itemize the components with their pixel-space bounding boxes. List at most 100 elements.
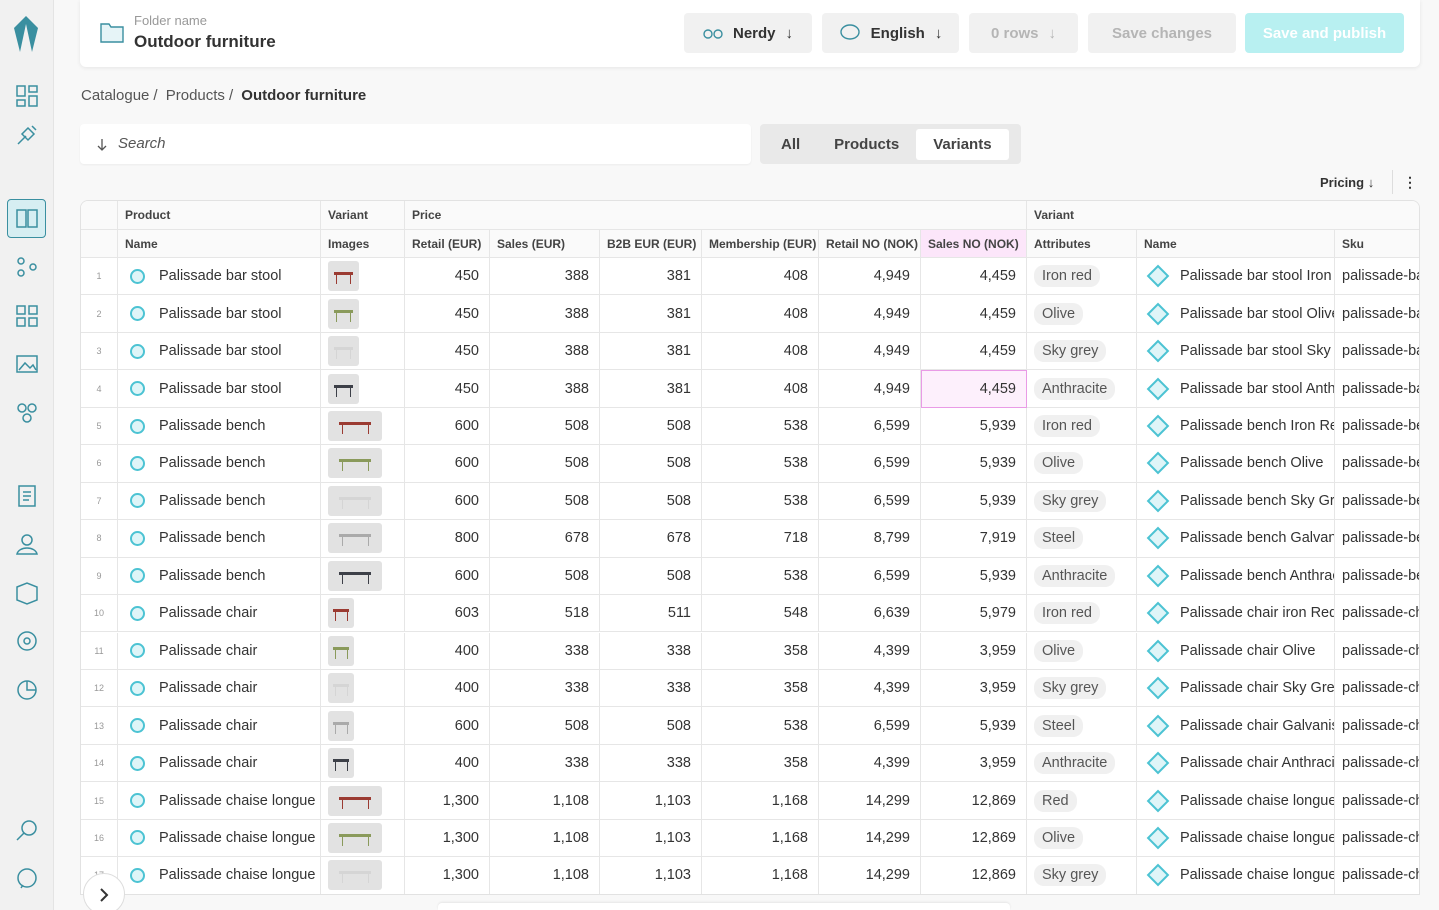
column-header[interactable]: Attributes	[1027, 230, 1137, 258]
price-cell[interactable]: 4,459	[921, 258, 1027, 295]
price-cell[interactable]: 400	[405, 670, 490, 707]
img-cell[interactable]	[321, 445, 405, 482]
vname-cell[interactable]: Palissade bench Iron Re	[1137, 408, 1335, 445]
dashboard-icon[interactable]	[14, 83, 40, 109]
img-cell[interactable]	[321, 782, 405, 819]
price-cell[interactable]: 4,949	[819, 295, 921, 332]
text-cell[interactable]: palissade-ch	[1335, 595, 1420, 632]
text-cell[interactable]: palissade-ba	[1335, 370, 1420, 407]
chip-cell[interactable]: Iron red	[1027, 595, 1137, 632]
price-cell[interactable]: 388	[490, 295, 600, 332]
price-cell[interactable]: 388	[490, 258, 600, 295]
price-cell[interactable]: 408	[702, 258, 819, 295]
catalogue-icon[interactable]	[14, 205, 40, 231]
price-cell[interactable]: 4,459	[921, 370, 1027, 407]
name-cell[interactable]: Palissade chair	[118, 745, 321, 782]
name-cell[interactable]: Palissade chair	[118, 707, 321, 744]
text-cell[interactable]: palissade-ch	[1335, 857, 1420, 894]
more-menu[interactable]: ⋮	[1403, 174, 1417, 191]
price-cell[interactable]: 548	[702, 595, 819, 632]
text-cell[interactable]: palissade-be	[1335, 483, 1420, 520]
img-cell[interactable]	[321, 483, 405, 520]
price-cell[interactable]: 6,599	[819, 445, 921, 482]
price-cell[interactable]: 388	[490, 333, 600, 370]
price-cell[interactable]: 4,459	[921, 295, 1027, 332]
price-cell[interactable]: 408	[702, 370, 819, 407]
column-header[interactable]: Retail NO (NOK)	[819, 230, 921, 258]
vname-cell[interactable]: Palissade bench Galvani	[1137, 520, 1335, 557]
price-cell[interactable]: 358	[702, 745, 819, 782]
price-cell[interactable]: 338	[490, 745, 600, 782]
price-cell[interactable]: 408	[702, 295, 819, 332]
text-cell[interactable]: palissade-be	[1335, 558, 1420, 595]
price-cell[interactable]: 388	[490, 370, 600, 407]
tab[interactable]: Variants	[916, 129, 1008, 160]
shapes-icon[interactable]	[14, 254, 40, 280]
price-cell[interactable]: 600	[405, 483, 490, 520]
vname-cell[interactable]: Palissade bar stool Anth	[1137, 370, 1335, 407]
vname-cell[interactable]: Palissade chaise longue	[1137, 820, 1335, 857]
price-cell[interactable]: 450	[405, 295, 490, 332]
price-cell[interactable]: 1,103	[600, 782, 702, 819]
price-cell[interactable]: 508	[600, 483, 702, 520]
price-cell[interactable]: 1,168	[702, 820, 819, 857]
price-cell[interactable]: 381	[600, 333, 702, 370]
chip-cell[interactable]: Anthracite	[1027, 370, 1137, 407]
text-cell[interactable]: palissade-ch	[1335, 633, 1420, 670]
price-cell[interactable]: 508	[600, 408, 702, 445]
text-cell[interactable]: palissade-ch	[1335, 707, 1420, 744]
name-cell[interactable]: Palissade bench	[118, 483, 321, 520]
price-cell[interactable]: 400	[405, 745, 490, 782]
name-cell[interactable]: Palissade chaise longue	[118, 782, 321, 819]
media-icon[interactable]	[14, 351, 40, 377]
column-header[interactable]: Name	[118, 230, 321, 258]
name-cell[interactable]: Palissade bar stool	[118, 258, 321, 295]
vname-cell[interactable]: Palissade chair Galvanis	[1137, 707, 1335, 744]
price-cell[interactable]: 718	[702, 520, 819, 557]
usage-icon[interactable]	[14, 677, 40, 703]
price-cell[interactable]: 6,599	[819, 483, 921, 520]
chip-cell[interactable]: Olive	[1027, 820, 1137, 857]
img-cell[interactable]	[321, 595, 405, 632]
price-cell[interactable]: 1,168	[702, 782, 819, 819]
price-cell[interactable]: 338	[600, 633, 702, 670]
chip-cell[interactable]: Iron red	[1027, 258, 1137, 295]
name-cell[interactable]: Palissade bar stool	[118, 370, 321, 407]
rows-button[interactable]: 0 rows↓	[969, 13, 1078, 53]
price-cell[interactable]: 4,399	[819, 633, 921, 670]
price-cell[interactable]: 12,869	[921, 820, 1027, 857]
price-cell[interactable]: 4,949	[819, 370, 921, 407]
name-cell[interactable]: Palissade chair	[118, 595, 321, 632]
text-cell[interactable]: palissade-be	[1335, 408, 1420, 445]
publish-button[interactable]: Save and publish	[1245, 13, 1404, 53]
price-cell[interactable]: 12,869	[921, 857, 1027, 894]
price-cell[interactable]: 8,799	[819, 520, 921, 557]
price-cell[interactable]: 6,599	[819, 707, 921, 744]
vname-cell[interactable]: Palissade bar stool Iron	[1137, 258, 1335, 295]
chip-cell[interactable]: Anthracite	[1027, 558, 1137, 595]
crumb[interactable]: Catalogue	[81, 87, 149, 104]
price-cell[interactable]: 1,300	[405, 857, 490, 894]
price-cell[interactable]: 1,103	[600, 857, 702, 894]
vname-cell[interactable]: Palissade chair Anthraci	[1137, 745, 1335, 782]
price-cell[interactable]: 5,939	[921, 558, 1027, 595]
scrollbar[interactable]	[438, 903, 1010, 910]
orders-icon[interactable]	[14, 483, 40, 509]
column-header[interactable]: Sales (EUR)	[490, 230, 600, 258]
name-cell[interactable]: Palissade bar stool	[118, 333, 321, 370]
img-cell[interactable]	[321, 633, 405, 670]
price-cell[interactable]: 338	[600, 670, 702, 707]
price-cell[interactable]: 450	[405, 370, 490, 407]
chip-cell[interactable]: Olive	[1027, 295, 1137, 332]
tab[interactable]: Products	[817, 129, 916, 160]
price-cell[interactable]: 5,979	[921, 595, 1027, 632]
price-cell[interactable]: 511	[600, 595, 702, 632]
price-cell[interactable]: 538	[702, 445, 819, 482]
column-header[interactable]: B2B EUR (EUR)	[600, 230, 702, 258]
price-cell[interactable]: 4,949	[819, 258, 921, 295]
price-cell[interactable]: 508	[490, 445, 600, 482]
tab[interactable]: All	[764, 129, 817, 160]
price-cell[interactable]: 338	[490, 670, 600, 707]
price-cell[interactable]: 5,939	[921, 707, 1027, 744]
chip-cell[interactable]: Sky grey	[1027, 670, 1137, 707]
